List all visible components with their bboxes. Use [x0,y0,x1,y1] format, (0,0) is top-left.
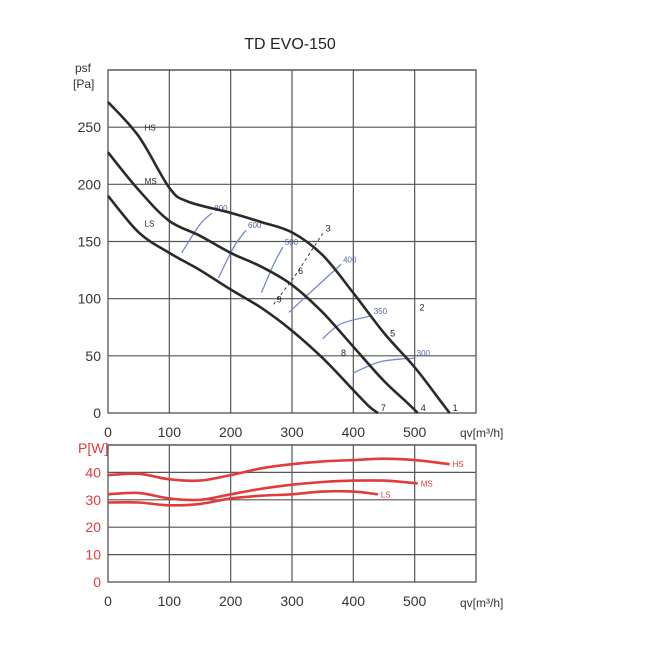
y-tick-label: 0 [93,405,101,421]
pressure-curve-ms [106,151,419,414]
chart-title: TD EVO-150 [244,36,336,53]
x-tick-label: 0 [104,424,112,440]
rpm-curve-500 [260,246,284,294]
rpm-curve-600 [217,229,247,279]
y-tick-label: 100 [78,291,102,307]
operating-point-4: 4 [421,403,426,413]
power-axis-label: P[W] [78,440,108,456]
y-tick-label: 0 [93,574,101,590]
power-label-hs: HS [453,460,464,469]
y-tick-label: 150 [78,234,102,250]
operating-line [294,233,324,277]
x-tick-label: 400 [342,424,366,440]
power-curve-ms [107,479,418,502]
x-tick-label: 400 [342,593,366,609]
pressure-axis-unit: [Pa] [73,77,94,91]
power-label-ls: LS [381,490,391,499]
operating-point-1: 1 [453,403,458,413]
operating-points: 1 2 3 4 5 6 7 8 9 [273,223,458,413]
pressure-curve-hs [107,101,451,414]
x-tick-label: 200 [219,424,243,440]
operating-point-3: 3 [326,223,331,233]
x-tick-label: 500 [403,593,427,609]
pressure-curve-ls [107,194,379,415]
power-curves: HS MS LS [107,457,464,507]
curve-label-ls: LS [145,219,155,228]
y-tick-label: 20 [85,519,101,535]
x-tick-label: 200 [219,593,243,609]
curve-label-hs: HS [145,123,156,132]
rpm-curve-300 [353,357,415,374]
rpm-curve-350 [322,315,372,340]
y-tick-label: 50 [85,348,101,364]
x-tick-label: 300 [280,424,304,440]
x-tick-label: 100 [158,424,182,440]
rpm-curve-800 [181,212,213,254]
pressure-curves: HS MS LS [106,101,451,415]
rpm-label-500: 500 [285,238,299,247]
power-curve-ls [107,489,379,507]
operating-point-7: 7 [381,403,386,413]
rpm-label-800: 800 [214,204,228,213]
operating-point-9: 9 [277,294,282,304]
rpm-label-400: 400 [343,255,357,264]
x-tick-label: 500 [403,424,427,440]
pressure-axis-label: psf [75,61,92,75]
y-tick-label: 200 [78,176,102,192]
operating-point-8: 8 [341,348,346,358]
rpm-label-600: 600 [248,221,262,230]
operating-point-6: 6 [298,266,303,276]
rpm-label-350: 350 [374,307,388,316]
y-tick-label: 250 [78,119,102,135]
flow-axis-label-top: qv[m³/h] [460,426,503,440]
x-tick-label: 300 [280,593,304,609]
power-curve-hs [107,457,450,483]
operating-point-5: 5 [390,329,395,339]
x-tick-label: 100 [158,593,182,609]
pressure-chart-grid [107,69,477,414]
operating-point-2: 2 [420,302,425,312]
pressure-chart-ticks: 0 100 200 300 400 500 0 50 100 150 200 250 [78,119,427,440]
curve-label-ms: MS [145,177,157,186]
rpm-curves: 800 600 500 400 350 300 [181,204,431,374]
x-tick-label: 0 [104,593,112,609]
power-chart-ticks: 0 100 200 300 400 500 0 10 20 30 40 [85,464,426,609]
y-tick-label: 10 [85,547,101,563]
rpm-label-300: 300 [417,349,431,358]
power-label-ms: MS [421,479,433,488]
flow-axis-label-bottom: qv[m³/h] [460,596,503,610]
y-tick-label: 40 [85,464,101,480]
y-tick-label: 30 [85,492,101,508]
power-chart-grid [107,444,477,583]
